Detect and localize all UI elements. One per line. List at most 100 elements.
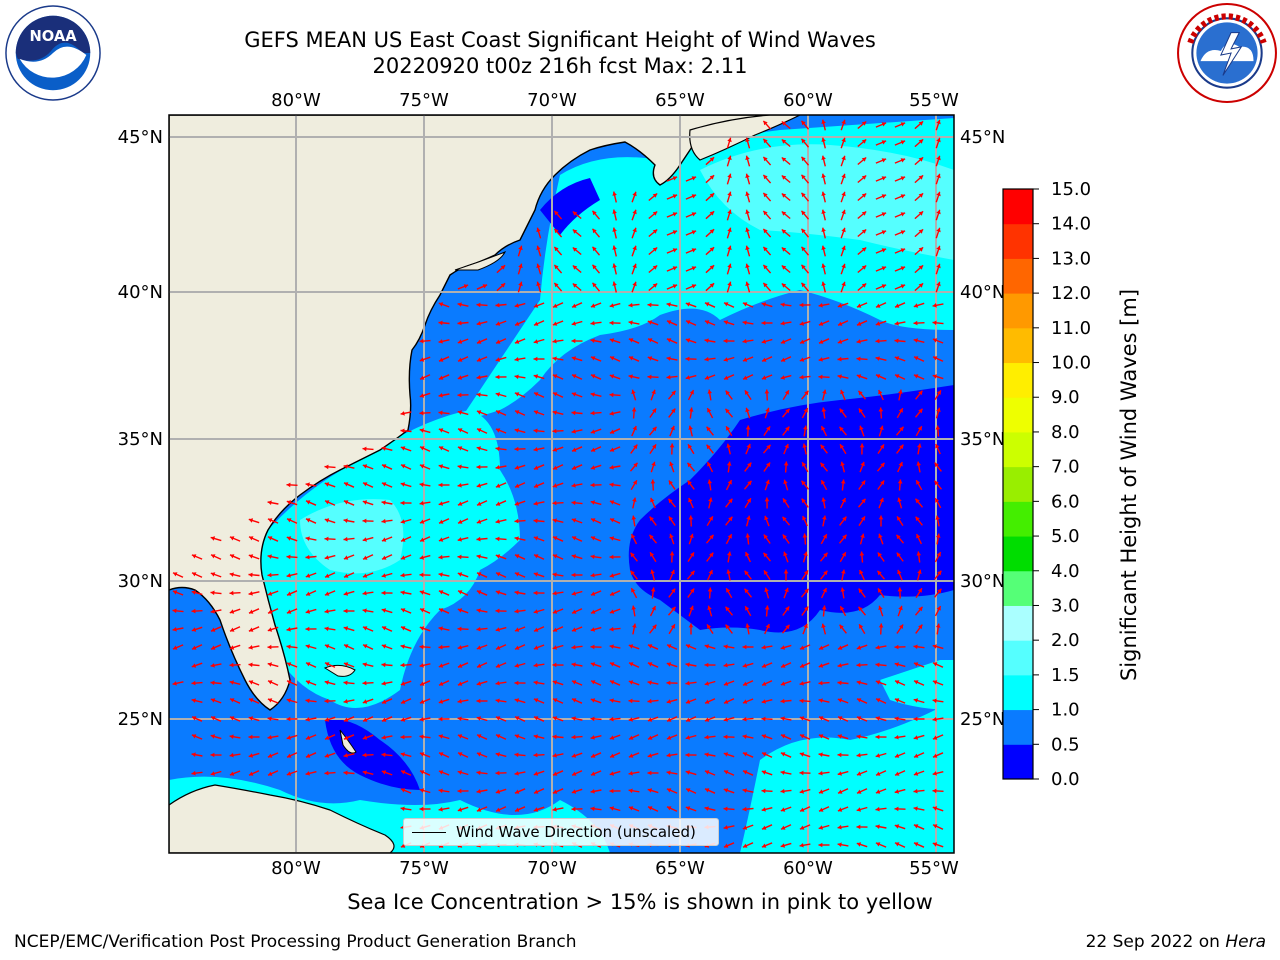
wave-arrow-head	[286, 644, 291, 650]
wave-arrow-head	[913, 806, 918, 811]
wave-arrow-head	[457, 320, 462, 326]
wave-arrow-head	[210, 609, 215, 614]
wave-arrow-head	[932, 644, 937, 649]
wave-arrow-head	[305, 573, 311, 578]
wave-arrow-head	[936, 390, 941, 395]
wave-arrow-head	[571, 662, 576, 667]
wave-arrow-head	[727, 245, 732, 251]
colorbar-band	[1003, 397, 1033, 433]
wave-arrow-head	[672, 176, 678, 181]
wave-arrow-head	[400, 482, 406, 487]
lon-label: 80°W	[271, 858, 321, 879]
lon-label: 70°W	[527, 90, 577, 111]
wave-arrow-head	[935, 498, 940, 503]
wave-arrow-head	[362, 770, 367, 775]
wave-arrow-head	[533, 536, 539, 541]
wave-arrow-head	[763, 174, 768, 180]
wave-arrow-head	[875, 662, 880, 668]
wave-arrow-head	[514, 590, 519, 595]
wave-arrow-head	[457, 464, 462, 470]
wave-arrow-head	[248, 734, 253, 740]
wave-arrow-head	[666, 788, 672, 793]
wave-arrow-head	[875, 645, 880, 650]
wave-arrow-head	[781, 175, 787, 180]
colorbar-tick-label: 3.0	[1051, 595, 1080, 616]
wave-arrow-head	[476, 302, 481, 308]
wave-arrow-head	[801, 120, 806, 126]
wave-arrow-head	[818, 842, 823, 848]
wave-arrow-head	[932, 303, 937, 308]
wave-arrow-head	[894, 698, 900, 703]
wave-arrow-head	[881, 284, 887, 289]
wave-arrow-head	[936, 191, 941, 197]
wave-arrow-head	[533, 447, 538, 452]
wave-arrow-head	[801, 228, 806, 234]
wave-arrow-head	[747, 462, 752, 468]
wave-arrow-head	[799, 645, 805, 650]
wave-arrow-head	[248, 716, 254, 721]
wave-arrow-head	[514, 357, 519, 362]
wave-arrow-head	[609, 465, 614, 470]
wave-arrow-head	[305, 482, 310, 487]
wave-arrow-head	[533, 428, 538, 434]
wave-arrow-head	[609, 482, 614, 488]
wave-arrow-head	[496, 501, 501, 506]
wave-arrow-head	[191, 627, 197, 632]
wave-arrow-head	[518, 245, 523, 251]
wave-arrow-head	[691, 176, 697, 181]
wave-arrow-head	[495, 590, 501, 595]
wave-arrow-head	[688, 425, 693, 430]
wave-arrow-head	[533, 680, 538, 685]
wave-arrow-head	[650, 479, 656, 484]
wave-arrow-head	[495, 627, 500, 632]
wave-arrow-head	[191, 770, 196, 776]
wave-arrow-head	[249, 536, 254, 541]
wave-arrow-head	[496, 645, 501, 650]
wave-arrow-head	[875, 842, 881, 847]
wave-arrow-head	[632, 191, 637, 197]
wave-arrow-head	[685, 752, 690, 758]
wave-field-cyan-southeast	[740, 700, 954, 853]
wave-arrow-head	[229, 716, 235, 721]
wave-arrow-head	[419, 393, 425, 398]
wave-arrow-head	[858, 606, 863, 612]
wave-arrow-head	[766, 462, 771, 467]
wave-arrow-head	[419, 717, 424, 722]
wave-arrow-head	[723, 825, 728, 830]
wave-arrow-head	[821, 191, 826, 196]
wave-arrow-head	[287, 518, 292, 523]
wave-arrow-head	[172, 590, 178, 595]
wave-arrow-head	[837, 663, 842, 668]
wave-arrow-head	[745, 623, 750, 628]
lat-label: 35°N	[118, 429, 163, 450]
lat-label: 25°N	[960, 709, 1005, 730]
wave-arrow-head	[895, 374, 900, 379]
wave-arrow-head	[709, 175, 715, 180]
wave-arrow-head	[438, 302, 444, 307]
wave-arrow-head	[821, 155, 826, 160]
wave-arrow-head	[918, 408, 923, 414]
lon-label: 65°W	[655, 90, 705, 111]
wave-arrow-head	[783, 479, 788, 485]
wave-arrow-head	[724, 375, 729, 380]
wave-arrow-head	[286, 627, 291, 632]
wave-arrow-head	[897, 497, 902, 502]
wave-arrow-head	[495, 302, 500, 308]
wave-arrow-head	[457, 302, 462, 307]
wave-arrow-head	[533, 807, 539, 812]
wave-arrow-head	[879, 425, 884, 431]
wave-arrow-head	[932, 698, 937, 704]
wave-arrow-head	[745, 173, 750, 179]
wave-arrow-head	[533, 572, 539, 577]
wave-arrow-head	[935, 623, 941, 628]
wave-arrow-head	[286, 662, 292, 667]
wave-arrow-head	[875, 753, 881, 758]
wave-arrow-head	[609, 554, 614, 560]
wave-arrow-head	[669, 551, 675, 556]
wave-arrow-head	[914, 842, 919, 847]
wave-arrow-head	[857, 789, 862, 794]
wave-arrow-head	[590, 320, 595, 326]
wave-arrow-head	[802, 533, 808, 538]
wave-arrow-head	[381, 662, 386, 668]
wave-arrow-head	[419, 788, 425, 793]
